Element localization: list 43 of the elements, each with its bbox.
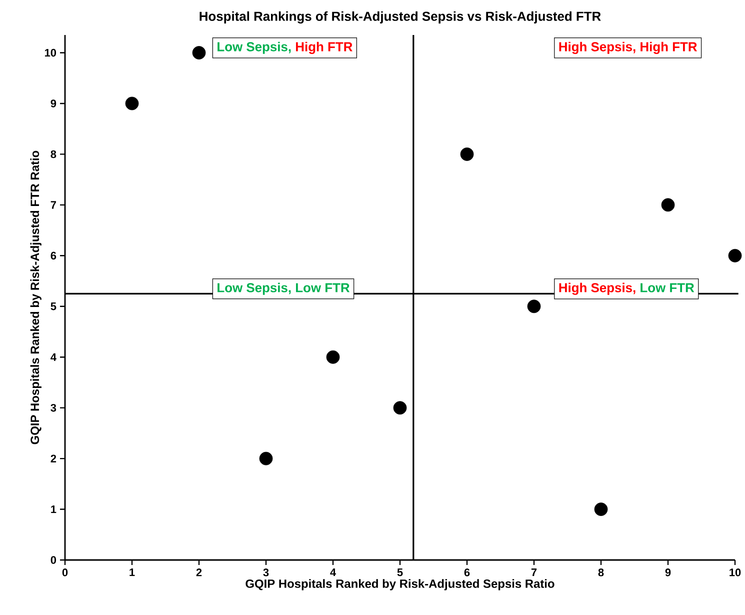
x-tick-label: 7 [531, 568, 537, 576]
point [728, 248, 742, 262]
y-tick-label: 1 [51, 506, 56, 514]
point [460, 148, 474, 161]
annotation: High FTR [296, 42, 352, 54]
x-tick-label: 2 [196, 568, 202, 576]
y-tick-label: 4 [50, 353, 56, 361]
annotation: Low FTR [640, 283, 694, 292]
y-tick-label: 8 [50, 150, 56, 158]
annotation: High Sepsis, [559, 42, 636, 54]
y-tick-label: 2 [50, 454, 56, 462]
x-tick-label: 5 [397, 568, 403, 576]
point [661, 198, 675, 212]
y-tick-label: 10 [44, 48, 56, 57]
x-tick-label: 4 [330, 568, 336, 576]
x-tick-label: 10 [730, 568, 741, 576]
point [259, 452, 273, 466]
x-tick-label: 3 [263, 568, 269, 576]
x-axis-title: GQIP Hospitals Ranked by Risk-Adjusted Sepsis Ratio [246, 579, 554, 590]
point [594, 502, 608, 516]
annotation: High Sepsis, [559, 282, 636, 295]
y-tick-label: 7 [50, 201, 56, 209]
y-tick-label: 3 [50, 404, 56, 412]
y-tick-label: 6 [50, 252, 56, 260]
x-tick-label: 0 [62, 568, 68, 576]
chart-title: Hospital Rankings of Risk-Adjusted Sepsis vs Risk-Adjusted FTR [200, 11, 601, 24]
x-tick-label: 9 [665, 568, 671, 576]
y-tick-label: 0 [50, 556, 56, 564]
point [192, 46, 206, 60]
x-tick-label: 6 [464, 568, 470, 576]
y-tick-label: 9 [50, 100, 56, 108]
annotation: Low FTR [296, 283, 350, 292]
annotation: Low Sepsis, [218, 282, 291, 295]
x-tick-label: 1 [130, 568, 135, 576]
point [393, 401, 407, 415]
point [527, 300, 541, 314]
point [326, 350, 340, 364]
annotation: High FTR [640, 42, 698, 54]
x-tick-label: 8 [598, 568, 604, 576]
point [125, 96, 139, 110]
y-tick-label: 5 [50, 302, 56, 310]
y-axis-title: GQIP Hospitals Ranked by Risk-Adjusted FTR Ratio [30, 150, 42, 444]
annotation: Low Sepsis, [218, 42, 291, 54]
